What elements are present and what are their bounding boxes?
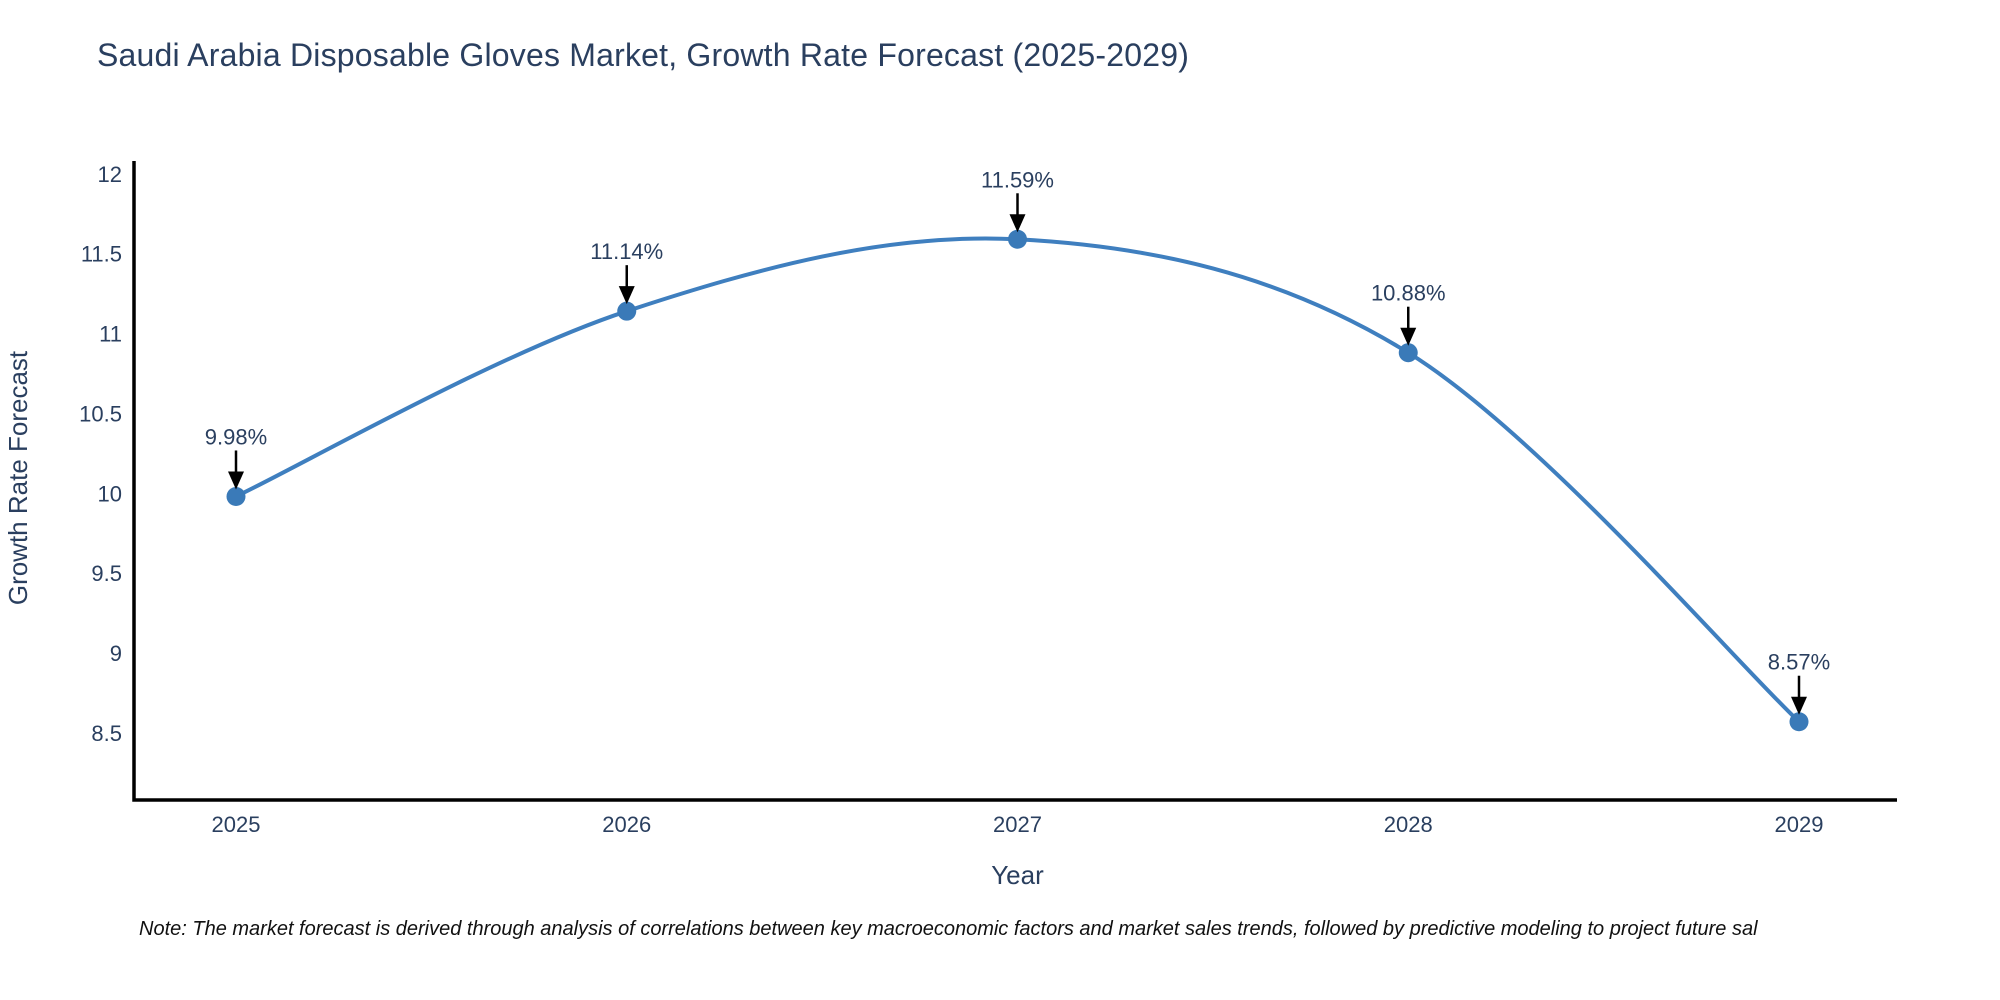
annotation-arrowhead — [1009, 214, 1026, 233]
x-tick-label: 2026 — [602, 812, 651, 837]
annotation-arrowhead — [1400, 327, 1417, 346]
axis-lines — [132, 161, 1897, 802]
y-tick-label: 9.5 — [91, 561, 122, 586]
point-annotation-label: 11.59% — [981, 167, 1054, 192]
footnote: Note: The market forecast is derived thr… — [139, 918, 1758, 940]
data-point-marker-2027[interactable] — [1008, 229, 1027, 249]
data-point-marker-2028[interactable] — [1398, 343, 1418, 363]
point-annotation-label: 11.14% — [590, 239, 663, 264]
y-tick-label: 12 — [98, 162, 122, 187]
y-axis-title: Growth Rate Forecast — [3, 350, 33, 605]
data-point-marker-2025[interactable] — [226, 486, 246, 506]
y-tick-label: 10.5 — [79, 401, 122, 426]
point-annotation-label: 9.98% — [205, 424, 267, 449]
x-tick-label: 2029 — [1775, 812, 1824, 837]
x-tick-label: 2027 — [993, 812, 1042, 837]
x-tick-label: 2028 — [1384, 812, 1433, 837]
data-point-marker-2026[interactable] — [617, 301, 637, 321]
annotation-arrowhead — [618, 286, 635, 305]
x-axis-title: Year — [991, 860, 1044, 890]
y-tick-label: 9 — [110, 641, 122, 666]
point-annotation-label: 8.57% — [1768, 650, 1830, 675]
annotation-arrowhead — [1791, 696, 1807, 715]
chart-title: Saudi Arabia Disposable Gloves Market, G… — [97, 37, 1190, 73]
y-tick-label: 11 — [99, 322, 122, 347]
annotation-arrowhead — [228, 471, 244, 490]
x-tick-label: 2025 — [212, 812, 261, 837]
data-point-marker-2029[interactable] — [1789, 712, 1809, 732]
y-tick-label: 8.5 — [91, 721, 122, 746]
y-tick-label: 10 — [98, 481, 122, 506]
point-annotation-label: 10.88% — [1371, 281, 1446, 306]
y-tick-label: 11.5 — [81, 242, 122, 267]
line-series-path — [234, 236, 1801, 724]
